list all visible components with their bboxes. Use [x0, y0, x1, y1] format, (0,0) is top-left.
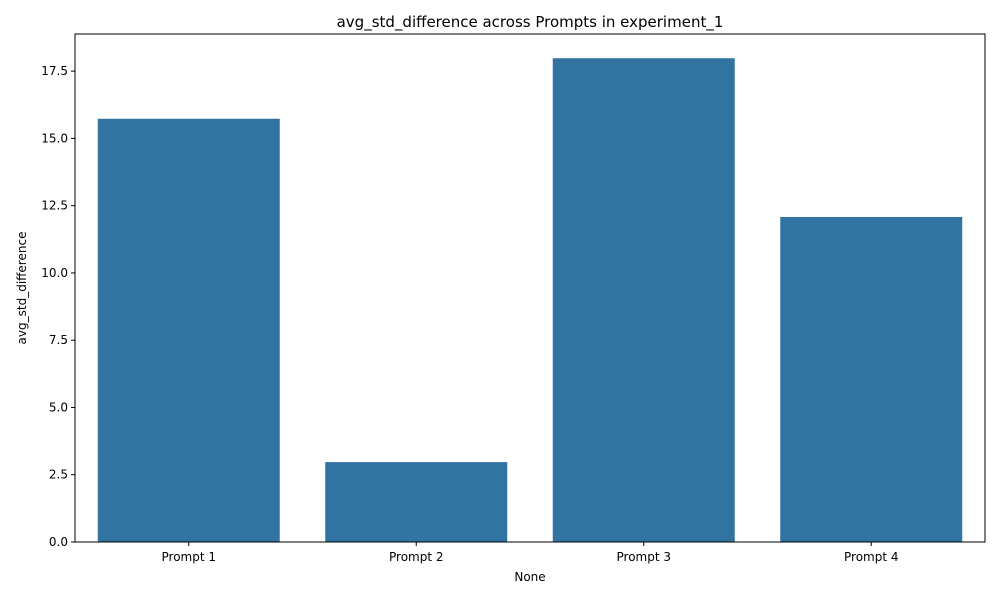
chart-title: avg_std_difference across Prompts in exp…	[337, 13, 724, 32]
y-tick-label: 12.5	[41, 199, 68, 213]
x-tick-label: Prompt 2	[389, 550, 444, 564]
plot-frame	[74, 33, 986, 543]
bars-group	[97, 58, 963, 543]
y-tick-label: 17.5	[41, 64, 68, 78]
y-tick-label: 2.5	[49, 468, 68, 482]
bar-prompt-4	[780, 216, 963, 542]
y-tick-label: 7.5	[49, 333, 68, 347]
y-axis-ticks: 0.0 2.5 5.0 7.5 10.0 12.5 15.0 17.5	[41, 64, 75, 549]
bar-prompt-2	[325, 462, 508, 542]
y-tick-label: 0.0	[49, 535, 68, 549]
bar-prompt-1	[97, 118, 280, 543]
x-axis-label: None	[514, 570, 545, 584]
y-tick-label: 10.0	[41, 266, 68, 280]
y-tick-label: 15.0	[41, 131, 68, 145]
y-axis-label: avg_std_difference	[15, 232, 29, 345]
x-tick-label: Prompt 4	[844, 550, 899, 564]
x-tick-label: Prompt 1	[162, 550, 217, 564]
y-tick-label: 5.0	[49, 400, 68, 414]
x-tick-label: Prompt 3	[617, 550, 672, 564]
x-axis-ticks: Prompt 1 Prompt 2 Prompt 3 Prompt 4	[162, 542, 899, 564]
bar-prompt-3	[552, 58, 735, 543]
